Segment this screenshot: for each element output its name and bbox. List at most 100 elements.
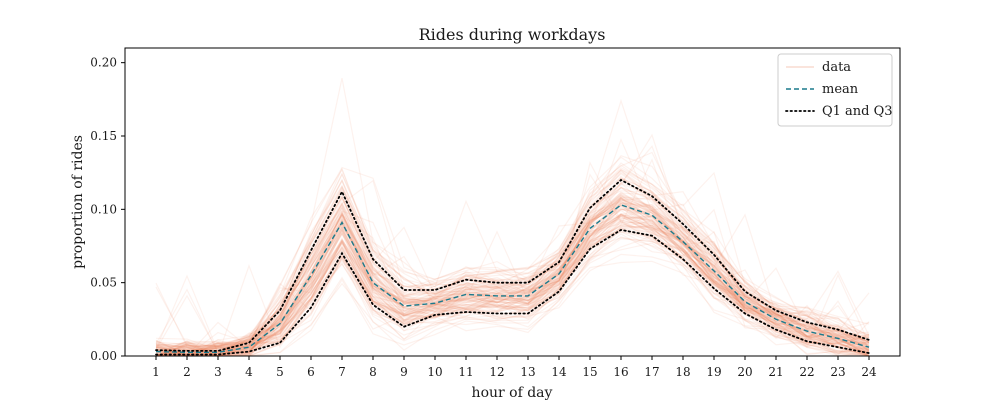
legend-box	[777, 53, 893, 127]
legend-label-mean: mean	[822, 82, 859, 97]
y-tick-label: 0.05	[90, 276, 117, 290]
data-trace	[155, 154, 870, 347]
data-trace	[155, 209, 870, 356]
data-trace	[155, 197, 870, 356]
data-trace	[155, 192, 870, 356]
y-tick-label: 0.15	[90, 129, 117, 143]
x-tick-label: 23	[830, 365, 845, 379]
x-tick-label: 7	[338, 365, 346, 379]
data-trace	[155, 237, 870, 356]
data-trace	[155, 205, 870, 356]
x-tick-label: 15	[582, 365, 597, 379]
data-trace	[155, 236, 870, 356]
data-traces	[155, 77, 870, 356]
x-tick-label: 17	[644, 365, 659, 379]
x-tick-label: 5	[276, 365, 284, 379]
plot-frame	[124, 47, 901, 357]
data-trace	[155, 202, 870, 356]
data-trace	[155, 214, 870, 356]
data-trace	[155, 214, 870, 356]
legend-label-quartiles: Q1 and Q3	[822, 104, 893, 119]
data-trace	[155, 204, 870, 356]
chart-title: Rides during workdays	[419, 25, 606, 44]
data-trace	[156, 196, 870, 356]
q3-line	[155, 178, 870, 352]
data-trace	[155, 203, 870, 356]
x-tick-label: 13	[520, 365, 535, 379]
data-trace	[155, 209, 870, 356]
x-axis-ticks: 1 2 3 4 5 6 7 8 9 10 11 12 13 14 15 16 17 18 19 20 21 22 23 24	[152, 356, 877, 379]
data-trace	[155, 164, 870, 356]
data-trace	[155, 195, 870, 356]
x-tick-label: 6	[307, 365, 315, 379]
data-trace	[155, 168, 870, 353]
y-axis-label: proportion of rides	[70, 135, 86, 269]
plot-area	[124, 47, 901, 357]
data-trace	[155, 214, 870, 356]
data-trace	[155, 197, 870, 356]
x-tick-label: 18	[675, 365, 690, 379]
x-axis-label: hour of day	[472, 385, 553, 400]
data-trace	[155, 161, 870, 356]
data-trace	[156, 227, 870, 356]
data-trace	[155, 186, 870, 348]
data-trace	[155, 200, 870, 356]
data-trace	[155, 195, 870, 356]
data-trace	[156, 231, 870, 356]
y-axis-ticks: 0.00 0.05 0.10 0.15 0.20	[90, 56, 125, 363]
y-tick-label: 0.20	[90, 56, 117, 70]
data-trace	[155, 204, 870, 356]
data-trace	[155, 214, 870, 356]
x-tick-label: 16	[613, 365, 628, 379]
data-trace	[155, 220, 870, 356]
x-tick-label: 24	[861, 365, 877, 379]
data-trace	[155, 193, 870, 355]
data-trace	[155, 225, 870, 356]
data-trace	[155, 226, 870, 356]
data-trace	[155, 197, 870, 356]
data-trace	[155, 223, 870, 356]
data-trace	[156, 198, 870, 356]
data-trace	[155, 215, 870, 356]
data-trace	[155, 77, 870, 350]
data-trace	[155, 206, 870, 356]
data-trace	[155, 230, 870, 355]
data-trace	[155, 138, 870, 356]
data-trace	[155, 215, 870, 356]
data-trace	[156, 200, 870, 356]
data-trace	[155, 208, 870, 356]
data-trace	[156, 173, 870, 356]
data-trace	[155, 202, 870, 356]
x-tick-label: 2	[183, 365, 191, 379]
data-trace	[155, 224, 870, 356]
x-tick-label: 22	[799, 365, 814, 379]
x-tick-label: 3	[214, 365, 222, 379]
data-trace	[155, 204, 870, 356]
data-trace	[156, 215, 870, 356]
data-trace	[155, 213, 870, 355]
x-tick-label: 20	[737, 365, 752, 379]
data-trace	[155, 215, 870, 356]
data-trace	[155, 98, 870, 348]
data-trace	[156, 204, 870, 356]
data-trace	[155, 253, 870, 356]
data-trace	[155, 228, 870, 356]
data-trace	[155, 215, 870, 354]
data-trace	[155, 230, 870, 356]
x-tick-label: 1	[152, 365, 160, 379]
data-trace	[155, 224, 870, 356]
x-tick-label: 10	[427, 365, 442, 379]
data-trace	[155, 214, 870, 356]
data-trace	[155, 198, 870, 356]
data-trace	[155, 197, 870, 348]
x-tick-label: 8	[369, 365, 377, 379]
data-trace	[155, 158, 870, 356]
legend: data mean Q1 and Q3	[777, 53, 893, 127]
data-trace	[155, 169, 870, 356]
data-trace	[155, 194, 870, 355]
x-tick-label: 9	[400, 365, 408, 379]
data-trace	[155, 175, 870, 355]
data-trace	[155, 197, 870, 356]
data-trace	[155, 167, 870, 356]
